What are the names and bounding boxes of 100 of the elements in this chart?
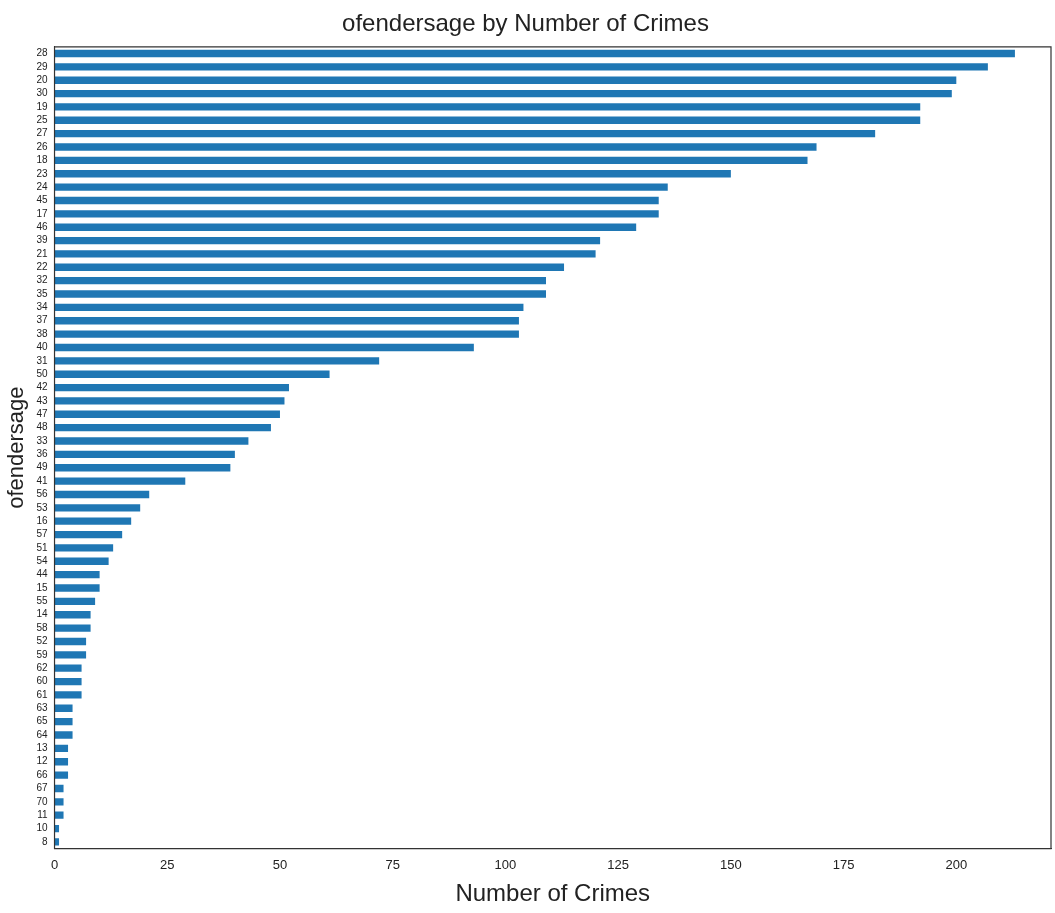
x-tick-label: 125 — [607, 856, 629, 872]
x-tick-label: 25 — [160, 856, 175, 872]
bar — [54, 183, 668, 191]
bar — [54, 49, 1015, 58]
y-tick-label: 43 — [36, 394, 48, 406]
bar — [54, 370, 330, 378]
bar — [54, 330, 519, 338]
x-tick-label: 100 — [494, 856, 517, 872]
y-tick-label: 52 — [36, 635, 48, 647]
bar — [54, 223, 637, 231]
y-tick-label: 28 — [36, 47, 48, 59]
y-tick-label: 34 — [36, 301, 48, 313]
y-tick-label: 55 — [36, 595, 48, 607]
bar — [54, 637, 87, 646]
bar — [54, 584, 100, 592]
y-tick-label: 53 — [36, 501, 48, 513]
y-tick-label: 49 — [36, 461, 48, 473]
bar — [54, 704, 73, 712]
y-tick-label: 8 — [41, 835, 48, 847]
y-tick-label: 10 — [36, 822, 48, 834]
bar — [54, 276, 546, 285]
y-tick-label: 19 — [36, 100, 48, 112]
y-tick-label: 29 — [36, 60, 48, 72]
bar — [54, 544, 114, 552]
bar — [54, 717, 73, 726]
y-tick-label: 59 — [36, 648, 48, 660]
bar — [54, 383, 289, 392]
chart-title: ofendersage by Number of Crimes — [342, 9, 709, 37]
y-tick-label: 27 — [36, 127, 48, 139]
bar — [54, 530, 123, 539]
bar — [54, 63, 988, 71]
y-tick-label: 25 — [36, 114, 48, 126]
bar — [54, 116, 921, 124]
bar — [54, 677, 82, 686]
y-tick-label: 47 — [36, 408, 48, 420]
x-axis-title: Number of Crimes — [455, 879, 651, 907]
bar — [54, 731, 73, 739]
bar — [54, 691, 82, 699]
y-tick-label: 35 — [36, 287, 48, 299]
bar — [54, 557, 109, 565]
bar — [54, 196, 659, 205]
bar — [54, 357, 380, 365]
x-tick-label: 50 — [272, 856, 288, 872]
bar — [54, 317, 519, 325]
bar — [54, 410, 280, 418]
bar — [54, 504, 141, 512]
bar — [54, 397, 285, 405]
bar — [54, 811, 64, 819]
bar — [54, 744, 69, 753]
y-tick-label: 50 — [36, 367, 48, 379]
y-tick-label: 22 — [36, 261, 48, 273]
x-tick-label: 175 — [832, 856, 855, 872]
bar — [54, 236, 601, 245]
bar — [54, 758, 69, 766]
bar — [54, 651, 87, 659]
y-axis-title: ofendersage — [3, 386, 29, 509]
y-tick-label: 31 — [36, 354, 48, 366]
bar — [54, 156, 808, 165]
bar — [54, 423, 271, 432]
y-tick-label: 17 — [36, 207, 48, 219]
y-tick-label: 21 — [36, 247, 48, 259]
y-tick-label: 26 — [36, 140, 48, 152]
y-tick-label: 66 — [36, 768, 48, 780]
y-tick-label: 20 — [36, 73, 48, 85]
y-tick-label: 56 — [36, 488, 48, 500]
y-tick-label: 42 — [36, 381, 48, 393]
y-tick-label: 60 — [36, 675, 48, 687]
bar — [54, 517, 132, 525]
y-tick-label: 51 — [36, 541, 48, 553]
y-tick-label: 57 — [36, 528, 48, 540]
y-tick-label: 41 — [36, 474, 48, 486]
y-tick-label: 70 — [36, 795, 48, 807]
y-tick-label: 18 — [36, 154, 48, 166]
bar — [54, 611, 91, 619]
y-tick-label: 67 — [36, 782, 48, 794]
y-tick-label: 64 — [36, 728, 48, 740]
bar — [54, 343, 474, 352]
bar — [54, 143, 817, 151]
y-tick-label: 23 — [36, 167, 48, 179]
y-tick-label: 12 — [36, 755, 48, 767]
y-tick-label: 36 — [36, 448, 48, 460]
bar — [54, 798, 64, 806]
y-tick-label: 33 — [36, 434, 48, 446]
y-tick-label: 24 — [36, 180, 48, 192]
y-tick-label: 13 — [36, 742, 48, 754]
bar — [54, 89, 952, 98]
y-tick-label: 46 — [36, 220, 48, 232]
y-tick-label: 30 — [36, 87, 48, 99]
bar — [54, 210, 659, 218]
y-tick-label: 11 — [37, 808, 48, 820]
y-tick-label: 65 — [36, 715, 48, 727]
bar — [54, 170, 731, 178]
bar — [54, 838, 60, 846]
bar — [54, 250, 596, 258]
y-tick-label: 38 — [36, 327, 48, 339]
bar — [54, 290, 546, 298]
bar — [54, 477, 186, 485]
x-tick-label: 200 — [945, 856, 968, 872]
bar — [54, 129, 876, 138]
y-tick-label: 44 — [36, 568, 48, 580]
